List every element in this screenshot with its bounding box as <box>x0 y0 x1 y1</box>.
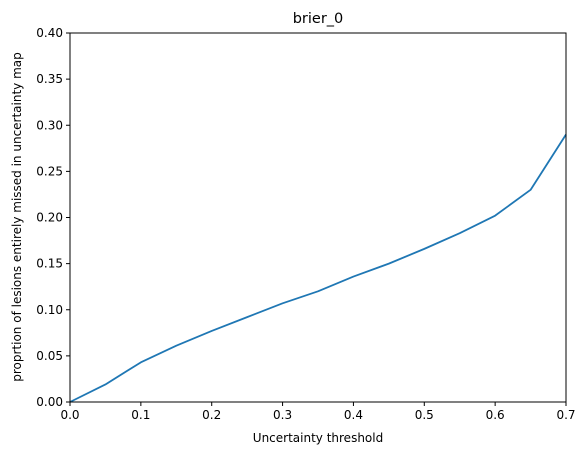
x-axis-label: Uncertainty threshold <box>253 431 383 445</box>
x-tick-label: 0.7 <box>556 408 575 422</box>
y-axis-ticks: 0.00 0.05 0.10 0.15 0.20 0.25 0.30 0.35 0.40 <box>36 26 70 409</box>
x-tick-label: 0.6 <box>486 408 505 422</box>
plot-area-frame <box>69 32 567 403</box>
y-tick-label: 0.40 <box>36 26 63 40</box>
y-axis-label: proprtion of lesions entirely missed in … <box>10 52 24 382</box>
y-tick-label: 0.05 <box>36 349 63 363</box>
series-line-0 <box>69 133 567 403</box>
x-axis-ticks: 0.0 0.1 0.2 0.3 0.4 0.5 0.6 0.7 <box>60 402 576 422</box>
y-tick-label: 0.20 <box>36 211 63 225</box>
series-layer <box>69 133 567 403</box>
x-tick-label: 0.5 <box>415 408 434 422</box>
y-tick-label: 0.00 <box>36 395 63 409</box>
x-tick-label: 0.1 <box>131 408 150 422</box>
x-tick-label: 0.0 <box>60 408 79 422</box>
x-tick-label: 0.2 <box>202 408 221 422</box>
y-tick-label: 0.30 <box>36 118 63 132</box>
y-tick-label: 0.25 <box>36 164 63 178</box>
x-tick-label: 0.3 <box>273 408 292 422</box>
y-tick-label: 0.15 <box>36 257 63 271</box>
chart-title: brier_0 <box>293 11 344 27</box>
y-tick-label: 0.35 <box>36 72 63 86</box>
x-tick-label: 0.4 <box>344 408 363 422</box>
y-tick-label: 0.10 <box>36 303 63 317</box>
